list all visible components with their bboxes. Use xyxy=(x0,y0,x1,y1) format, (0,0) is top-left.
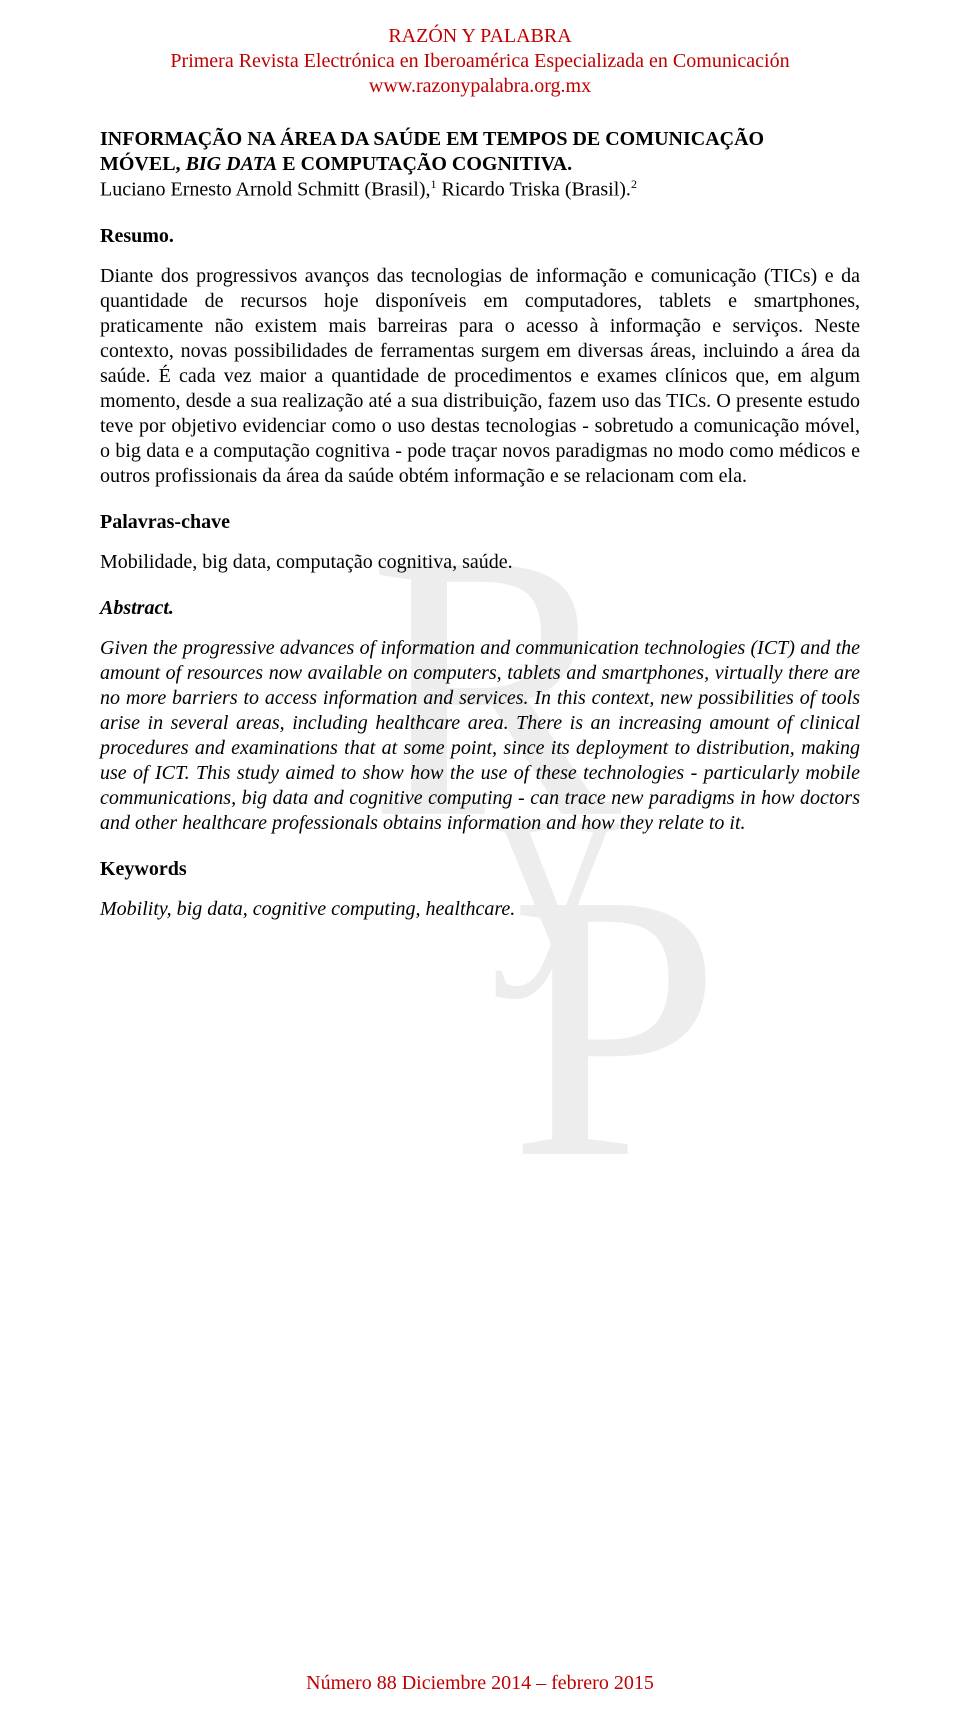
palavras-chave-body: Mobilidade, big data, computação cogniti… xyxy=(100,550,860,575)
title-ital: BIG DATA xyxy=(186,153,278,175)
author-2-sup: 2 xyxy=(631,177,637,191)
abstract-label: Abstract. xyxy=(100,597,860,620)
page-footer: Número 88 Diciembre 2014 – febrero 2015 xyxy=(0,1672,960,1695)
author-1: Luciano Ernesto Arnold Schmitt (Brasil), xyxy=(100,179,431,201)
title-plain: MÓVEL, xyxy=(100,153,186,175)
page-content: RAZÓN Y PALABRA Primera Revista Electrón… xyxy=(100,24,860,922)
keywords-body: Mobility, big data, cognitive computing,… xyxy=(100,897,860,922)
article-title-line1: INFORMAÇÃO NA ÁREA DA SAÚDE EM TEMPOS DE… xyxy=(100,127,860,152)
journal-name: RAZÓN Y PALABRA xyxy=(100,24,860,49)
journal-subtitle: Primera Revista Electrónica en Iberoamér… xyxy=(100,49,860,74)
author-2: Ricardo Triska (Brasil). xyxy=(437,179,631,201)
journal-url: www.razonypalabra.org.mx xyxy=(100,74,860,99)
title-block: INFORMAÇÃO NA ÁREA DA SAÚDE EM TEMPOS DE… xyxy=(100,127,860,203)
title-tail: E COMPUTAÇÃO COGNITIVA. xyxy=(277,153,572,175)
abstract-body: Given the progressive advances of inform… xyxy=(100,636,860,836)
resumo-body: Diante dos progressivos avanços das tecn… xyxy=(100,264,860,489)
authors-line: Luciano Ernesto Arnold Schmitt (Brasil),… xyxy=(100,177,860,203)
watermark-p: P xyxy=(269,890,690,1164)
keywords-label: Keywords xyxy=(100,858,860,881)
resumo-label: Resumo. xyxy=(100,225,860,248)
article-title-line2: MÓVEL, BIG DATA E COMPUTAÇÃO COGNITIVA. xyxy=(100,152,860,177)
palavras-chave-label: Palavras-chave xyxy=(100,511,860,534)
journal-header: RAZÓN Y PALABRA Primera Revista Electrón… xyxy=(100,24,860,99)
